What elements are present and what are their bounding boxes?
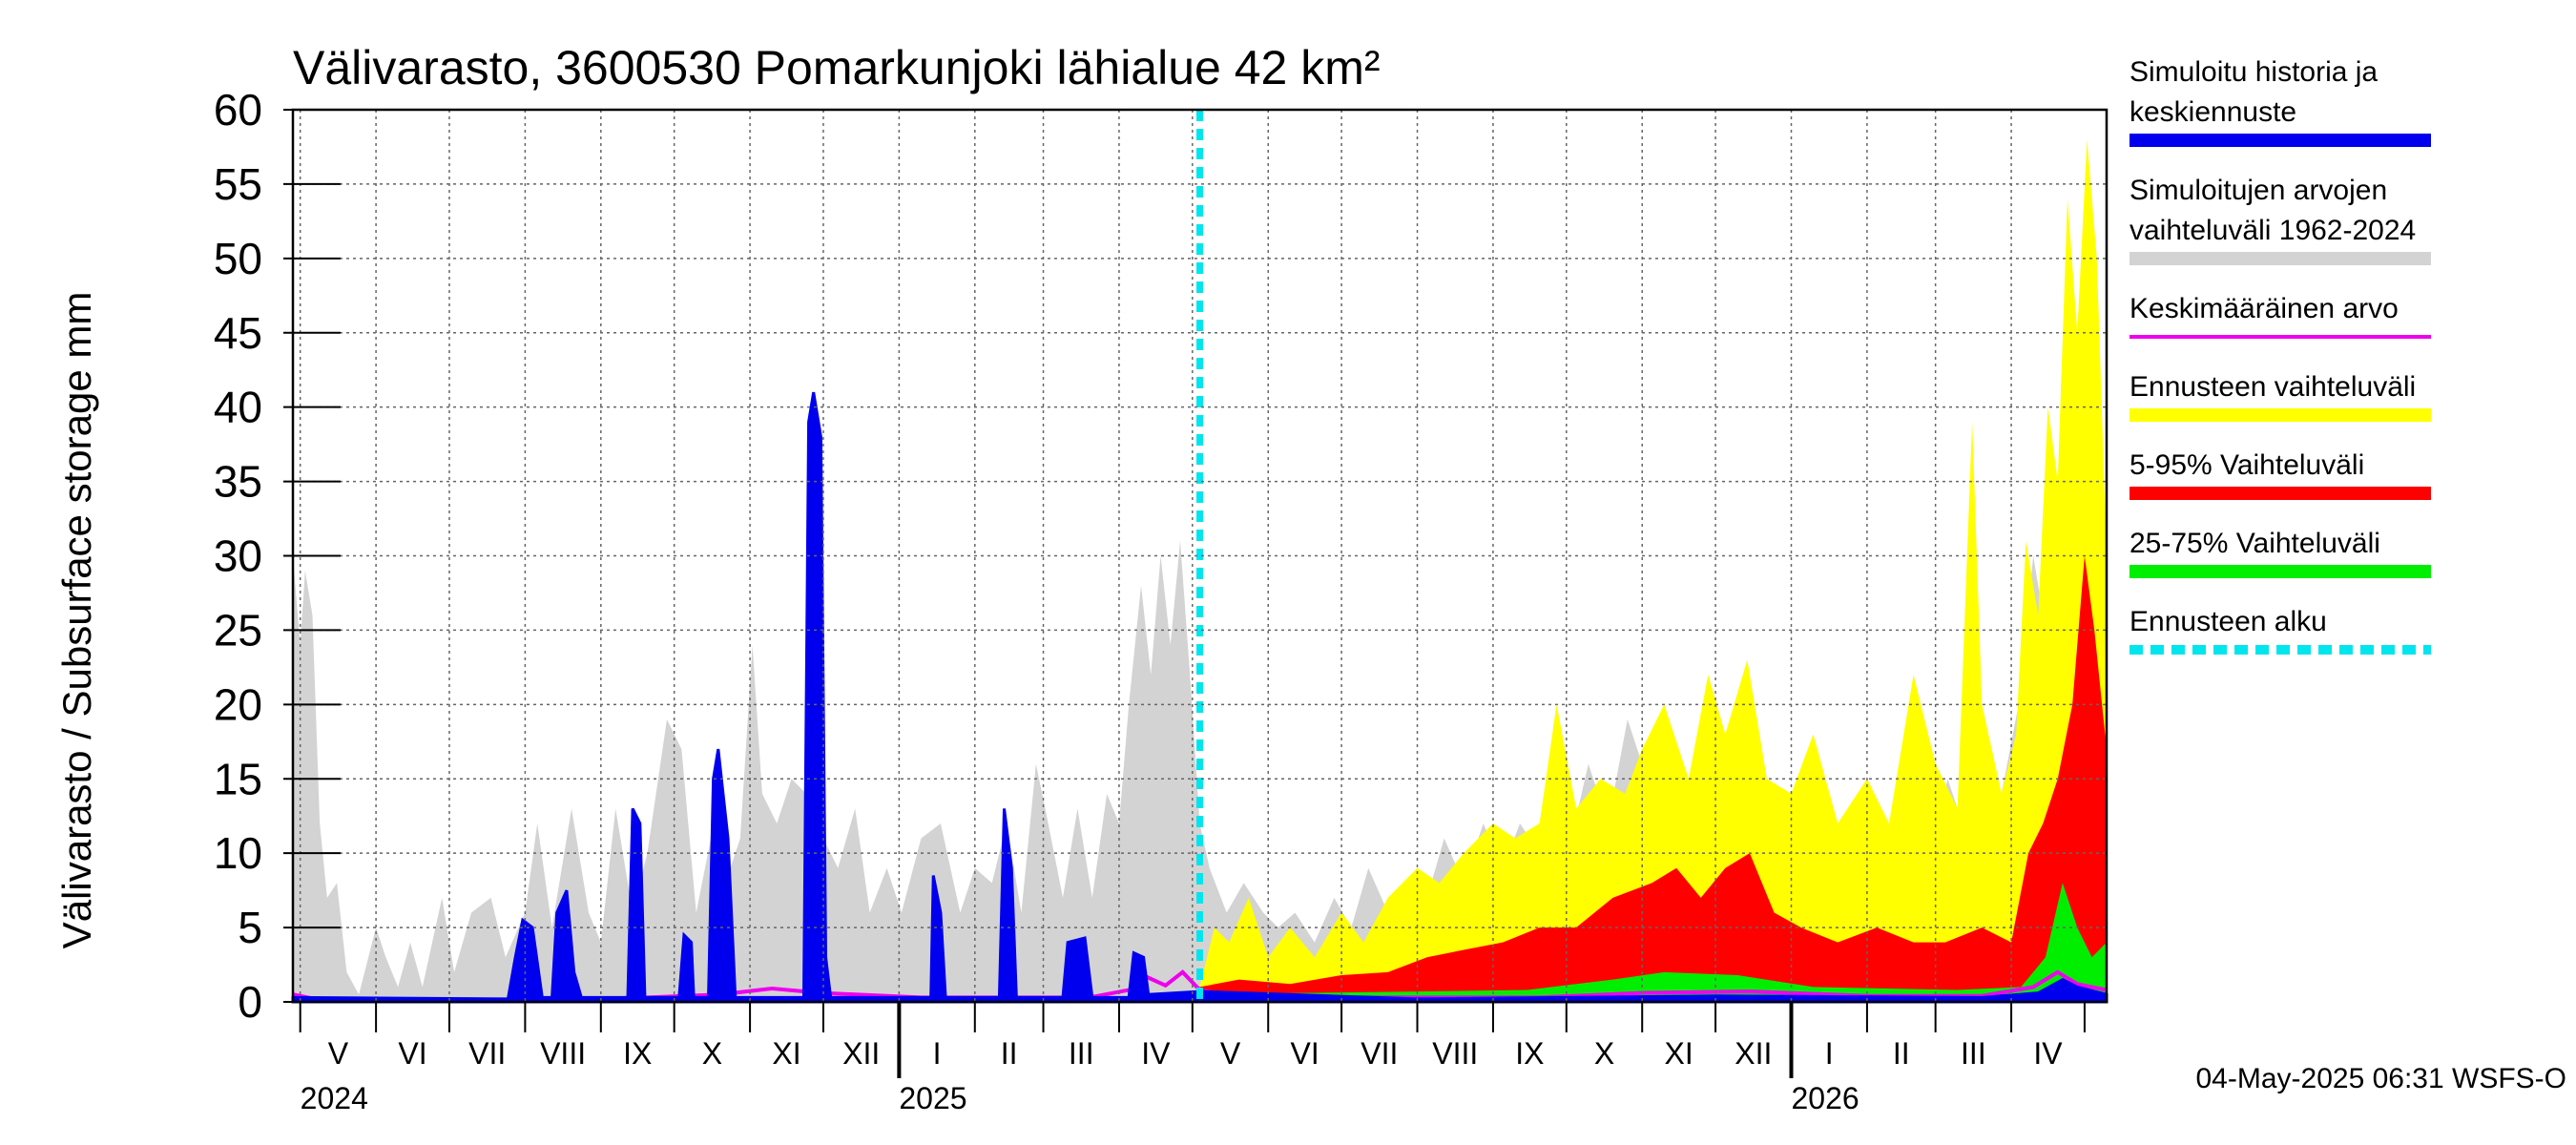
y-tick-label: 20 (214, 679, 262, 729)
month-label: VI (398, 1036, 426, 1071)
month-label: VII (1361, 1036, 1398, 1071)
chart-title: Välivarasto, 3600530 Pomarkunjoki lähial… (293, 41, 1381, 94)
y-tick-label: 10 (214, 828, 262, 878)
month-label: XI (1665, 1036, 1693, 1071)
year-label: 2024 (301, 1081, 368, 1115)
y-tick-label: 55 (214, 159, 262, 209)
grid-layer (293, 110, 2107, 1002)
month-label: II (1001, 1036, 1018, 1071)
y-tick-label: 25 (214, 605, 262, 655)
month-label: X (1594, 1036, 1614, 1071)
legend-label: 25-75% Vaihteluväli (2129, 528, 2380, 559)
month-label: III (1069, 1036, 1094, 1071)
month-label: VIII (540, 1036, 586, 1071)
y-tick-label: 0 (238, 977, 262, 1027)
y-axis-label: Välivarasto / Subsurface storage mm (54, 292, 99, 949)
legend-label: Simuloitu historia ja (2129, 56, 2378, 88)
y-tick-label: 35 (214, 457, 262, 507)
month-label: V (1220, 1036, 1241, 1071)
y-tick-label: 60 (214, 85, 262, 135)
plot-area-border (291, 108, 2109, 1004)
series-ennusteen-vaihteluv-li (1199, 139, 2107, 1002)
month-label: XI (772, 1036, 800, 1071)
y-tick-label: 45 (214, 308, 262, 358)
month-label: I (1825, 1036, 1834, 1071)
series-simuloitu-historia-ja-keskiennuste (291, 391, 2109, 1004)
month-label: XII (1735, 1036, 1772, 1071)
month-label: VI (1291, 1036, 1319, 1071)
month-label: X (702, 1036, 722, 1071)
timestamp: 04-May-2025 06:31 WSFS-O (2196, 1063, 2567, 1094)
month-label: IX (623, 1036, 652, 1071)
legend-label: Ennusteen vaihteluväli (2129, 371, 2416, 403)
year-label: 2025 (899, 1081, 966, 1115)
legend-label: Keskimääräinen arvo (2129, 293, 2399, 324)
month-label: I (933, 1036, 942, 1071)
legend: Simuloitu historia ja keskiennuste Simuloi… (2129, 56, 2431, 655)
month-label: IV (1141, 1036, 1171, 1071)
month-label: XII (842, 1036, 880, 1071)
series-layer (291, 110, 2109, 1004)
month-label: III (1961, 1036, 1986, 1071)
month-label: V (328, 1036, 349, 1071)
legend-label: keskiennuste (2129, 96, 2296, 128)
month-label: VII (468, 1036, 506, 1071)
legend-label: 5-95% Vaihteluväli (2129, 449, 2364, 481)
year-label: 2026 (1792, 1081, 1859, 1115)
legend-label: Ennusteen alku (2129, 606, 2327, 637)
y-tick-label: 50 (214, 234, 262, 283)
month-label: VIII (1432, 1036, 1478, 1071)
series-5-95-vaihteluv-li (1199, 555, 2107, 1002)
month-label: IX (1515, 1036, 1544, 1071)
month-label: IV (2033, 1036, 2063, 1071)
y-tick-label: 15 (214, 754, 262, 803)
y-tick-label: 30 (214, 531, 262, 581)
month-label: II (1893, 1036, 1910, 1071)
y-tick-label: 40 (214, 383, 262, 432)
legend-label: Simuloitujen arvojen (2129, 175, 2387, 206)
y-tick-label: 5 (238, 903, 262, 952)
legend-label: vaihteluväli 1962-2024 (2129, 215, 2416, 246)
